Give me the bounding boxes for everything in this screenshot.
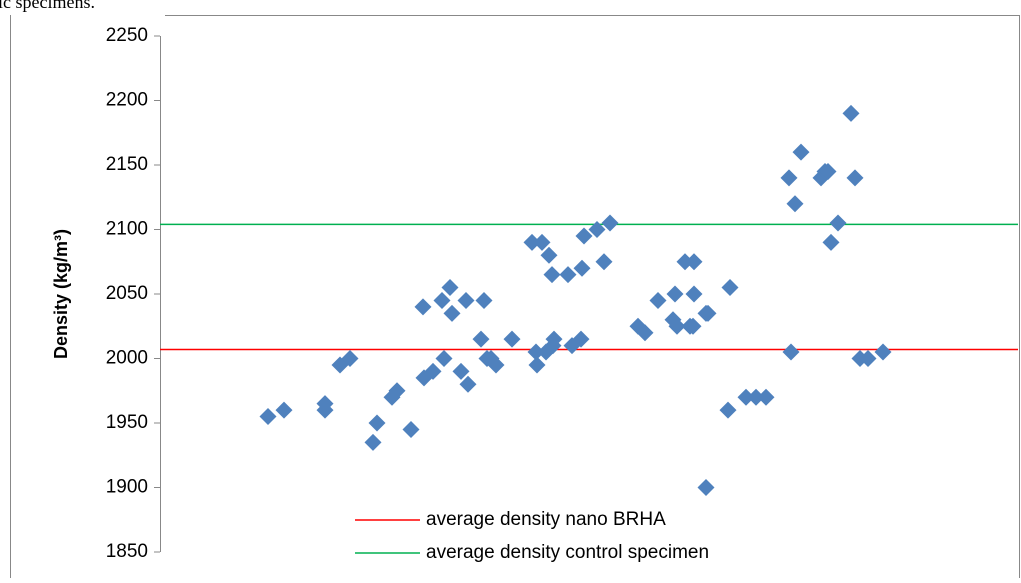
scatter-point: [457, 291, 475, 309]
scatter-point: [685, 253, 703, 271]
scatter-point: [275, 401, 293, 419]
scatter-point: [636, 324, 654, 342]
scatter-point: [316, 395, 334, 413]
scatter-point: [414, 298, 432, 316]
scatter-point: [819, 162, 837, 180]
y-tick-label: 2050: [106, 283, 148, 304]
text-fragment: ic specimens.: [0, 0, 95, 12]
scatter-point: [441, 279, 459, 297]
scatter-point: [573, 259, 591, 277]
scatter-point: [649, 291, 667, 309]
legend-label: average density nano BRHA: [426, 509, 666, 530]
scatter-point: [543, 266, 561, 284]
scatter-point: [822, 233, 840, 251]
scatter-point: [528, 356, 546, 374]
scatter-point: [676, 253, 694, 271]
scatter-point: [786, 195, 804, 213]
scatter-point: [402, 420, 420, 438]
scatter-point: [719, 401, 737, 419]
scatter-point: [668, 317, 686, 335]
scatter-point: [452, 362, 470, 380]
scatter-point: [699, 304, 717, 322]
scatter-point: [533, 233, 551, 251]
scatter-point: [487, 356, 505, 374]
scatter-point: [575, 227, 593, 245]
y-tick-label: 2000: [106, 348, 148, 369]
y-tick-label: 2100: [106, 219, 148, 240]
scatter-point: [527, 343, 545, 361]
y-tick-label: 2150: [106, 154, 148, 175]
y-tick-label: 2200: [106, 90, 148, 111]
scatter-point: [368, 414, 386, 432]
y-axis-label: Density (kg/m³): [51, 229, 71, 359]
scatter-point: [523, 233, 541, 251]
y-tick-label: 2250: [106, 25, 148, 46]
scatter-point: [545, 330, 563, 348]
scatter-point: [792, 143, 810, 161]
scatter-point: [559, 266, 577, 284]
scatter-point: [737, 388, 755, 406]
scatter-point: [540, 246, 558, 264]
y-tick-label: 1850: [106, 541, 148, 562]
scatter-point: [433, 291, 451, 309]
scatter-point: [859, 350, 877, 367]
scatter-point: [364, 433, 382, 451]
y-tick-label: 1900: [106, 477, 148, 498]
scatter-point: [697, 479, 715, 496]
scatter-point: [475, 291, 493, 309]
scatter-point: [572, 330, 590, 348]
scatter-point: [503, 330, 521, 348]
scatter-point: [842, 104, 860, 122]
scatter-point: [721, 279, 739, 297]
scatter-point: [874, 343, 892, 361]
scatter-point: [388, 382, 406, 400]
scatter-point: [684, 317, 702, 335]
scatter-point: [757, 388, 775, 406]
scatter-point: [424, 362, 442, 380]
scatter-point: [747, 388, 765, 406]
scatter-point: [780, 169, 798, 187]
scatter-point: [829, 214, 847, 232]
legend-label: average density control specimen: [426, 542, 709, 563]
scatter-point: [443, 304, 461, 322]
scatter-point: [259, 408, 277, 426]
scatter-point: [846, 169, 864, 187]
scatter-point: [341, 350, 359, 367]
scatter-point: [595, 253, 613, 271]
scatter-point: [601, 214, 619, 232]
scatter-point: [459, 375, 477, 393]
scatter-point: [435, 350, 453, 367]
scatter-point: [472, 330, 490, 348]
scatter-point: [666, 285, 684, 303]
scatter-point: [782, 343, 800, 361]
scatter-point: [685, 285, 703, 303]
scatter-point: [588, 221, 606, 238]
y-tick-label: 1950: [106, 412, 148, 433]
